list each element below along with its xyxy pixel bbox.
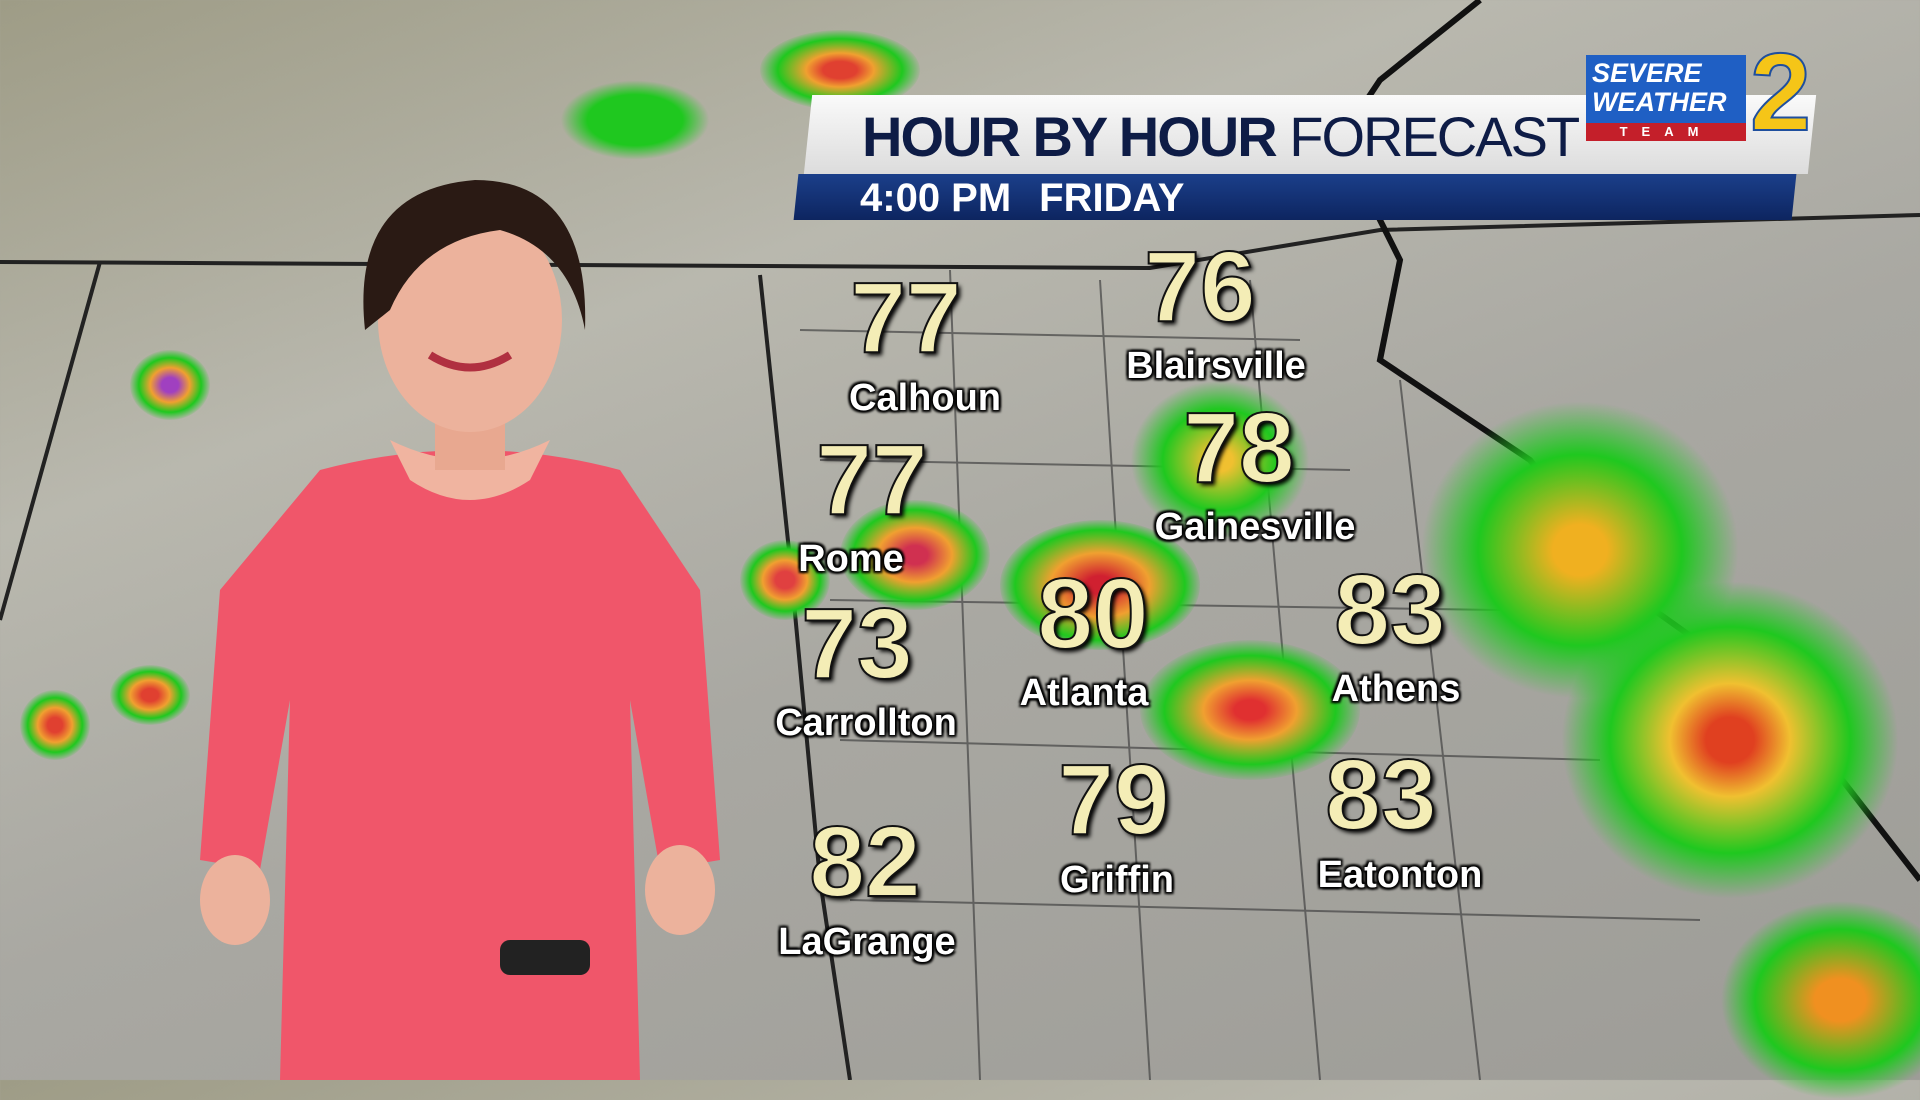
logo-team: TEAM — [1586, 123, 1746, 141]
city-temp: 83 — [1333, 554, 1446, 666]
city-temp: 80 — [1036, 558, 1149, 670]
city-name: Calhoun — [849, 377, 1001, 419]
city-name: Gainesville — [1154, 506, 1356, 548]
radar-cell — [1130, 380, 1310, 540]
forecast-day: FRIDAY — [1039, 176, 1185, 220]
title-bold: HOUR BY HOUR — [862, 105, 1278, 168]
logo-line1: SEVERE — [1592, 58, 1702, 88]
radar-cell — [740, 540, 830, 620]
city-name: Blairsville — [1126, 345, 1306, 387]
banner-subtitle: 4:00 PM FRIDAY — [860, 176, 1212, 220]
city-temp: 83 — [1324, 739, 1437, 851]
title-light: FORECAST — [1289, 105, 1580, 168]
radar-cell — [1720, 900, 1920, 1100]
city-temp: 77 — [849, 262, 962, 374]
city-name: Eatonton — [1317, 854, 1483, 896]
city-name: Rome — [798, 538, 904, 580]
radar-cell — [840, 500, 990, 610]
city-name: Carrollton — [775, 702, 957, 744]
radar-cell — [1000, 520, 1200, 650]
radar-cell — [20, 690, 90, 760]
city-temp: 77 — [815, 424, 928, 536]
city-temp: 73 — [800, 588, 913, 700]
city-name: LaGrange — [778, 921, 956, 963]
city-name: Griffin — [1060, 859, 1174, 901]
logo-line2: WEATHER — [1592, 87, 1727, 117]
banner-title: HOUR BY HOUR FORECAST — [862, 105, 1580, 168]
radar-cell — [1560, 580, 1900, 900]
city-temp: 79 — [1057, 744, 1170, 856]
severe-weather-team-logo: SEVERE WEATHER TEAM 2 — [1586, 37, 1822, 149]
radar-cell — [130, 350, 210, 420]
logo-blue-panel — [1586, 55, 1746, 123]
city-temp: 78 — [1182, 392, 1295, 504]
logo-number: 2 — [1749, 31, 1812, 154]
city-name: Atlanta — [1019, 672, 1149, 714]
forecast-time: 4:00 PM — [860, 176, 1012, 220]
city-temp: 82 — [808, 806, 921, 918]
city-temp: 76 — [1143, 231, 1256, 343]
radar-cell — [560, 80, 710, 160]
radar-cell — [110, 665, 190, 725]
city-name: Athens — [1331, 668, 1461, 710]
logo-wordmark: SEVERE WEATHER — [1592, 59, 1727, 117]
presenter — [200, 140, 740, 1080]
radar-cell — [1140, 640, 1360, 780]
